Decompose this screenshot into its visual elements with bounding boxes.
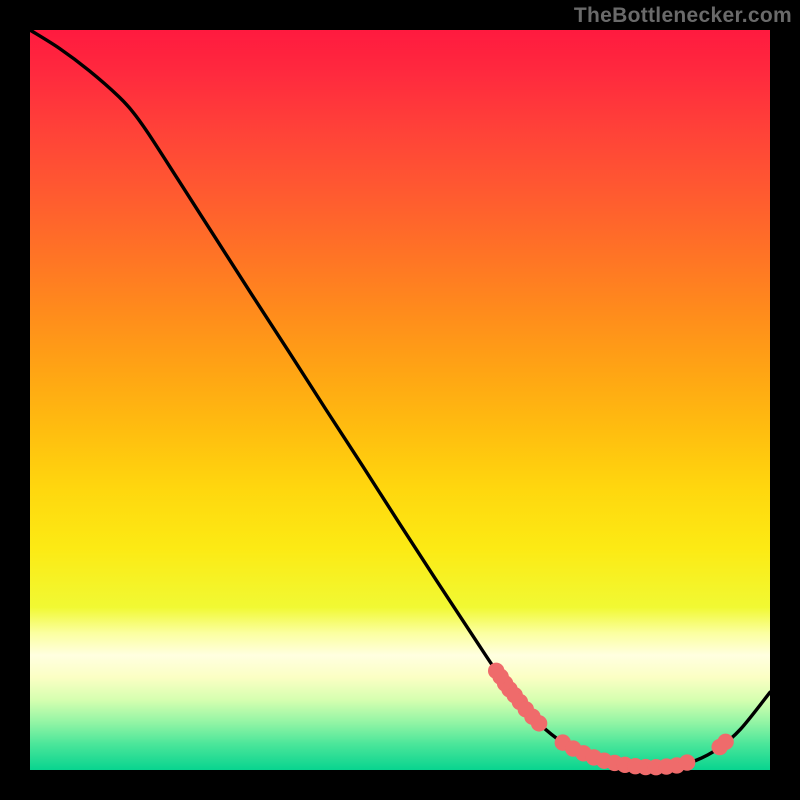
watermark-label: TheBottlenecker.com [574, 4, 792, 28]
data-marker [679, 754, 695, 770]
bottleneck-curve-chart [0, 0, 800, 800]
gradient-background [30, 30, 770, 770]
data-marker [531, 715, 547, 731]
data-marker [717, 734, 733, 750]
chart-container: TheBottlenecker.com [0, 0, 800, 800]
